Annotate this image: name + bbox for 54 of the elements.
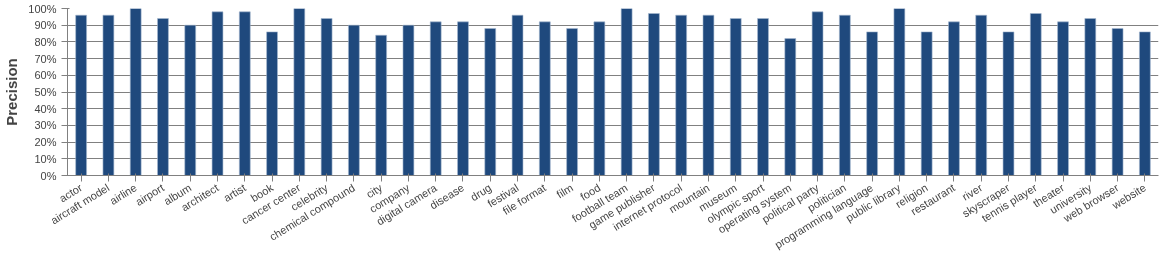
bar [539, 21, 551, 176]
bar [348, 24, 360, 176]
bar [402, 24, 415, 176]
bar [211, 11, 224, 176]
y-tick-label: 60% [34, 69, 57, 82]
bar [1002, 31, 1015, 176]
bar [757, 18, 769, 176]
bar [675, 14, 687, 176]
bar [293, 8, 306, 176]
bar [1084, 18, 1097, 176]
bar [566, 28, 578, 176]
bar [893, 8, 906, 176]
bar [129, 8, 142, 176]
y-axis-title: Precision [3, 58, 21, 126]
y-tick-label: 50% [34, 86, 57, 98]
y-tick-label: 10% [34, 152, 57, 165]
bar [375, 34, 387, 176]
bar [948, 21, 960, 176]
bar [975, 14, 987, 176]
bar [1057, 21, 1069, 176]
bar [511, 14, 524, 176]
y-tick-label: 0% [40, 169, 57, 182]
bar [593, 21, 606, 176]
bar [457, 21, 469, 176]
bar [839, 14, 851, 176]
y-tick-label: 80% [34, 35, 57, 48]
bar [648, 13, 660, 176]
bar [729, 18, 742, 176]
bar [484, 28, 497, 176]
bar [920, 31, 933, 176]
y-tick-label: 100% [28, 2, 57, 15]
bar [866, 31, 878, 176]
x-tick-label: artist [221, 181, 248, 205]
bar [1030, 13, 1042, 176]
y-tick-label: 20% [34, 136, 57, 149]
bar [429, 21, 442, 176]
bar [157, 18, 169, 176]
y-tick-label: 40% [34, 102, 57, 115]
bar [184, 24, 196, 176]
bar [239, 11, 251, 176]
bar [75, 14, 87, 176]
bar [266, 31, 278, 176]
bar [320, 18, 333, 176]
bar [702, 14, 715, 176]
x-tick-label: film [554, 181, 576, 201]
bar [102, 14, 115, 176]
bar [620, 8, 633, 176]
y-tick-label: 90% [34, 19, 57, 32]
y-tick-label: 30% [34, 119, 57, 132]
bar [811, 11, 824, 176]
bar [1139, 31, 1151, 176]
bar [784, 38, 797, 176]
y-tick-label: 70% [34, 52, 57, 65]
bar [1111, 28, 1124, 176]
